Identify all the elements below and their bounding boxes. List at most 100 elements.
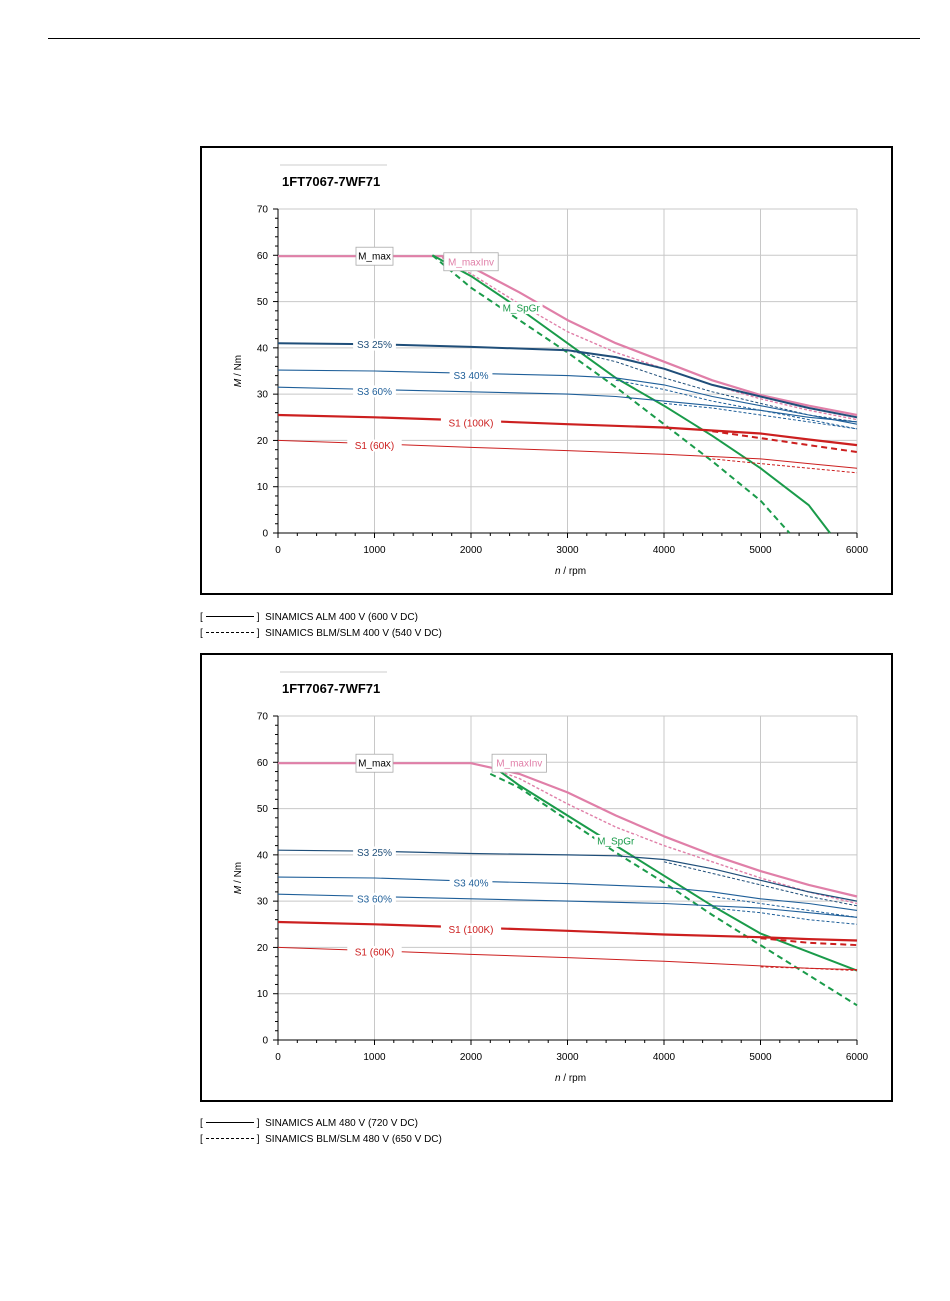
x-axis-label: n / rpm	[555, 1073, 586, 1084]
series-label-m-spgr: M_SpGr	[503, 304, 541, 315]
label-bg-s3-40	[449, 877, 493, 890]
x-axis-label: n / rpm	[555, 566, 586, 577]
label-box-m-maxinv	[443, 252, 499, 272]
series-label-s3-60: S3 60%	[357, 894, 392, 905]
series-s3-60-solid	[277, 386, 858, 423]
y-axis-label: M / Nm	[233, 862, 244, 894]
series-s3-40-solid	[277, 876, 858, 911]
series-s1-100k-solid	[277, 920, 858, 942]
y-tick-label: 0	[262, 529, 268, 540]
label-bg-s1-100k	[440, 923, 502, 936]
series-label-s1-100k: S1 (100K)	[448, 925, 493, 936]
series-s3-40-dashed	[615, 379, 858, 430]
label-bg-s3-60	[353, 892, 396, 905]
x-tick-label: 5000	[749, 1052, 772, 1063]
y-tick-label: 70	[257, 712, 269, 723]
dashed-line-sample	[205, 1137, 254, 1139]
series-m-spgr-solid	[499, 770, 858, 972]
series-label-m-maxinv: M_maxInv	[496, 759, 542, 770]
series-s3-40-dashed	[712, 896, 858, 918]
series-s3-25-dashed	[663, 861, 858, 907]
legend-solid-2: [] SINAMICS ALM 480 V (720 V DC)	[200, 1118, 418, 1129]
y-tick-label: 30	[257, 390, 269, 401]
solid-line-sample	[205, 615, 254, 617]
x-tick-label: 1000	[363, 1052, 386, 1063]
y-tick-label: 30	[257, 897, 269, 908]
label-box-m-maxinv	[491, 753, 547, 773]
x-tick-label: 0	[275, 1052, 281, 1063]
y-tick-label: 50	[257, 804, 269, 815]
series-s3-25-solid	[277, 342, 858, 419]
page-header-rule	[48, 38, 920, 39]
label-bg-s3-40	[449, 369, 493, 382]
label-bg-s1-60k	[347, 439, 402, 452]
y-axis-label: M / Nm	[233, 355, 244, 387]
y-tick-label: 10	[257, 482, 269, 493]
label-bg-s1-60k	[347, 946, 402, 959]
torque-speed-chart-2: 1FT7067-7WF71 0 10 20 30 40 50 60 70 0 1000 2000 300…	[233, 671, 869, 1084]
series-s3-25-solid	[277, 849, 858, 902]
series-m-maxinv-dashed	[499, 770, 858, 905]
label-bg-s3-25	[353, 846, 396, 859]
y-tick-label: 10	[257, 989, 269, 1000]
label-bg-m-spgr	[594, 834, 638, 847]
legend-dashed-1-label: SINAMICS BLM/SLM 400 V (540 V DC)	[265, 628, 442, 639]
label-bg-s3-60	[353, 385, 396, 398]
series-label-s1-100k: S1 (100K)	[448, 418, 493, 429]
y-tick-label: 60	[257, 758, 269, 769]
x-tick-label: 3000	[556, 545, 579, 556]
label-box-m-max	[355, 753, 394, 773]
y-tick-label: 70	[257, 205, 269, 216]
series-m-spgr-solid	[431, 254, 831, 534]
label-bg-m-spgr	[499, 302, 543, 315]
x-tick-label: 4000	[653, 545, 676, 556]
x-tick-label: 1000	[363, 545, 386, 556]
series-label-m-max: M_max	[358, 759, 391, 770]
series-s1-60k-dashed	[760, 966, 858, 972]
chart-title: 1FT7067-7WF71	[282, 681, 380, 696]
series-s1-100k-solid	[277, 413, 858, 447]
x-tick-label: 3000	[556, 1052, 579, 1063]
x-tick-label: 4000	[653, 1052, 676, 1063]
series-label-s1-60k: S1 (60K)	[355, 441, 394, 452]
chart-title: 1FT7067-7WF71	[282, 174, 380, 189]
x-tick-label: 2000	[460, 545, 483, 556]
series-label-s3-60: S3 60%	[357, 387, 392, 398]
series-label-s3-25: S3 25%	[357, 848, 392, 859]
dashed-line-sample	[205, 631, 254, 633]
legend-dashed-1: [] SINAMICS BLM/SLM 400 V (540 V DC)	[200, 628, 442, 639]
x-tick-label: 6000	[846, 1052, 869, 1063]
series-label-m-max: M_max	[358, 252, 391, 263]
series-m-maxinv-dashed	[441, 256, 858, 421]
series-label-s3-40: S3 40%	[453, 371, 488, 382]
series-label-s3-25: S3 25%	[357, 340, 392, 351]
chart-frame-1: 1FT7067-7WF71 0 10 20 30 40 50 60 70 0 1000 2000 300…	[200, 146, 893, 595]
x-tick-label: 0	[275, 545, 281, 556]
series-s1-100k-dashed	[712, 430, 858, 453]
chart-frame-2: 1FT7067-7WF71 0 10 20 30 40 50 60 70 0 1000 2000 300…	[200, 653, 893, 1102]
legend-solid-1-label: SINAMICS ALM 400 V (600 V DC)	[265, 612, 418, 623]
y-tick-label: 60	[257, 251, 269, 262]
y-tick-label: 40	[257, 343, 269, 354]
legend-solid-2-label: SINAMICS ALM 480 V (720 V DC)	[265, 1118, 418, 1129]
y-tick-label: 0	[262, 1036, 268, 1047]
solid-line-sample	[205, 1121, 254, 1123]
series-s3-25-dashed	[567, 349, 858, 423]
label-bg-s1-100k	[440, 416, 502, 429]
x-tick-label: 5000	[749, 545, 772, 556]
series-s3-40-solid	[277, 369, 858, 425]
series-s3-60-dashed	[663, 402, 858, 430]
label-bg-s3-25	[353, 338, 396, 351]
legend-solid-1: [] SINAMICS ALM 400 V (600 V DC)	[200, 612, 418, 623]
series-m-spgr-dashed	[489, 772, 858, 1007]
series-label-s1-60k: S1 (60K)	[355, 948, 394, 959]
series-label-m-maxinv: M_maxInv	[448, 257, 494, 268]
x-tick-label: 6000	[846, 545, 869, 556]
torque-speed-chart-1: 1FT7067-7WF71 0 10 20 30 40 50 60 70 0 1000 2000 300…	[233, 164, 869, 577]
legend-dashed-2: [] SINAMICS BLM/SLM 480 V (650 V DC)	[200, 1134, 442, 1145]
x-tick-label: 2000	[460, 1052, 483, 1063]
y-tick-label: 40	[257, 850, 269, 861]
series-label-m-spgr: M_SpGr	[597, 836, 635, 847]
series-s1-60k-dashed	[712, 458, 858, 474]
series-s3-60-dashed	[712, 907, 858, 925]
